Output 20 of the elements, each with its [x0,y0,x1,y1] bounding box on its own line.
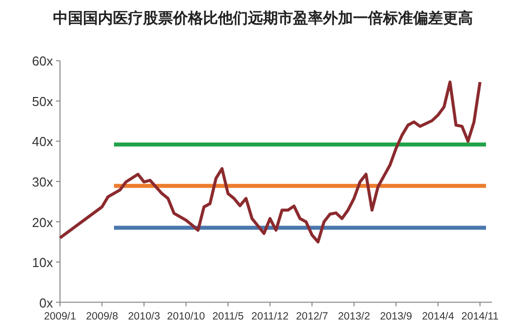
y-tick-label: 30x [32,174,54,190]
x-tick-label: 2014/4 [422,310,454,322]
chart-title: 中国国内医疗股票价格比他们远期市盈率外加一倍标准偏差更高 [53,9,473,27]
x-tick-label: 2014/11 [461,310,499,322]
y-tick-label: 0x [39,295,54,310]
y-tick-label: 50x [32,94,54,109]
y-tick-label: 20x [32,214,54,230]
line-series [58,80,482,244]
y-tick-label: 10x [32,255,54,270]
x-tick-label: 2011/12 [251,310,289,322]
x-tick-label: 2012/7 [296,310,328,322]
x-tick-label: 2013/2 [338,310,370,322]
x-tick-label: 2010/3 [128,310,160,322]
x-tick-label: 2009/8 [86,310,118,322]
y-tick-label: 40x [32,134,54,150]
x-tick-label: 2013/9 [380,310,412,322]
x-tick-label: 2009/1 [44,310,76,322]
y-tick-label: 60x [32,54,54,69]
x-tick-label: 2011/5 [212,310,244,322]
x-tick-label: 2010/10 [167,310,206,322]
